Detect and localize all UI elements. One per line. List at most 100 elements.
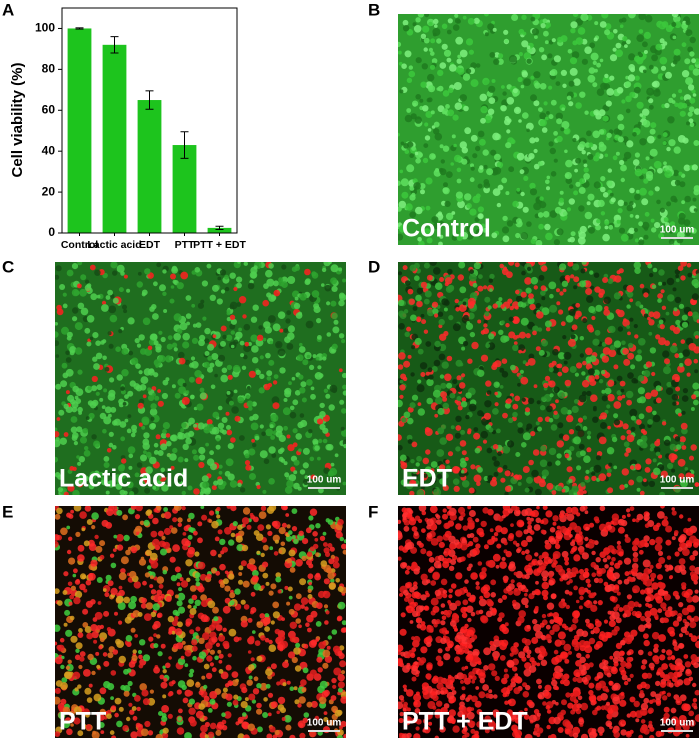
cell (470, 611, 476, 617)
cell (56, 308, 64, 316)
cell (412, 22, 417, 27)
cell (222, 687, 228, 693)
cell (678, 303, 685, 309)
x-tick-label: PTT + EDT (193, 239, 246, 251)
cell (667, 116, 675, 124)
cell (315, 621, 322, 627)
cell (153, 450, 159, 455)
cell (530, 238, 536, 245)
cell (623, 358, 631, 366)
cell (398, 364, 404, 370)
cell (78, 456, 86, 463)
cell (312, 438, 319, 445)
cell (492, 27, 497, 32)
cell (136, 531, 140, 536)
cell (130, 546, 138, 554)
cell (550, 69, 558, 76)
cell (308, 563, 314, 569)
cell (638, 338, 646, 346)
cell (212, 284, 219, 292)
cell (579, 450, 586, 457)
cell (542, 576, 548, 582)
cell (529, 303, 536, 311)
cell (85, 279, 90, 284)
cell (297, 311, 303, 316)
cell (490, 149, 497, 156)
cell (531, 28, 540, 36)
cell (398, 224, 407, 233)
cell (544, 223, 551, 231)
cell (431, 154, 436, 159)
cell (85, 713, 90, 718)
cell (583, 163, 588, 168)
cell (626, 656, 633, 663)
cell (209, 691, 218, 699)
cell (445, 459, 450, 464)
cell (286, 601, 291, 606)
cell (221, 712, 226, 717)
cell (690, 407, 695, 411)
cell (272, 734, 278, 738)
cell (243, 734, 250, 738)
cell (281, 717, 286, 721)
cell (465, 392, 472, 399)
cell (130, 627, 136, 633)
cell (160, 643, 166, 649)
cell (468, 273, 477, 282)
cell (307, 588, 312, 594)
cell (402, 708, 407, 712)
cell (483, 181, 491, 189)
cell (55, 439, 61, 448)
cell (671, 14, 679, 18)
cell (564, 560, 569, 566)
cell (630, 415, 636, 421)
cell (533, 726, 540, 733)
cell (645, 361, 653, 368)
cell (622, 613, 628, 618)
cell (176, 582, 181, 587)
cell (108, 442, 114, 448)
cell (286, 343, 294, 350)
cell (508, 166, 515, 173)
cell (429, 506, 438, 514)
cell (612, 155, 618, 161)
cell (74, 322, 83, 331)
cell (655, 562, 662, 570)
cell (492, 362, 498, 368)
cell (564, 658, 570, 664)
cell (177, 522, 182, 527)
cell (545, 179, 550, 185)
panel-letter: C (2, 257, 14, 276)
cell (581, 552, 590, 560)
cell (262, 712, 269, 718)
cell (145, 549, 152, 556)
cell (451, 234, 458, 241)
cell (400, 479, 407, 486)
cell (615, 604, 620, 609)
cell (122, 402, 127, 406)
cell (693, 399, 699, 406)
micrograph (398, 14, 699, 245)
cell (430, 538, 439, 546)
cell (525, 407, 530, 413)
cell (638, 413, 645, 420)
cell (301, 397, 307, 403)
cell (184, 458, 189, 463)
cell (638, 692, 645, 699)
cell (147, 730, 154, 736)
cell (663, 161, 667, 166)
cell (261, 431, 266, 437)
cell (613, 419, 621, 426)
cell (283, 398, 288, 402)
cell (406, 417, 414, 425)
cell (614, 562, 621, 569)
cell (153, 633, 158, 637)
cell (75, 642, 83, 650)
cell (504, 39, 509, 43)
cell (305, 527, 312, 534)
cell (672, 169, 680, 177)
cell (322, 662, 329, 669)
cell (236, 282, 242, 289)
cell (322, 649, 331, 658)
cell (311, 290, 320, 298)
